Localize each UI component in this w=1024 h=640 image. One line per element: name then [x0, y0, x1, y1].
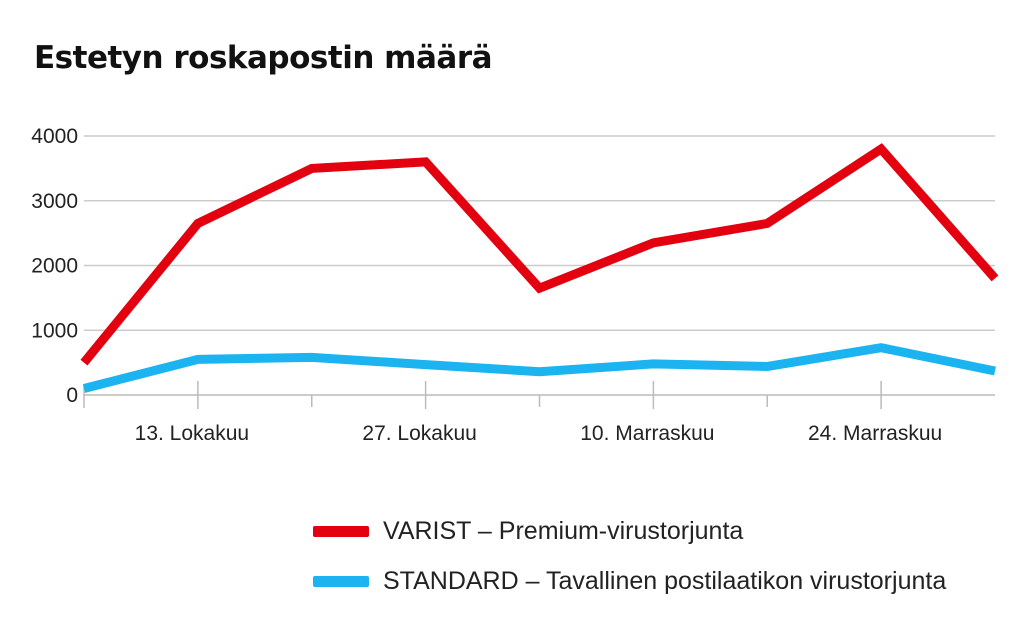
y-tick-labels: 0 1000 2000 3000 4000 [31, 125, 78, 407]
y-tick-label-0: 0 [66, 384, 78, 407]
legend-label-varist: VARIST – Premium-virustorjunta [383, 516, 744, 545]
line-chart: 0 1000 2000 3000 4000 13. Lokakuu 27. Lokakuu… [31, 125, 999, 445]
chart-title: Estetyn roskapostin määrä [34, 40, 493, 76]
x-tick-labels: 13. Lokakuu 27. Lokakuu 10. Marraskuu 24. M… [135, 422, 943, 445]
y-tick-label-3000: 3000 [31, 190, 78, 213]
series-line-0 [80, 143, 999, 366]
x-tick-label: 24. Marraskuu [808, 422, 942, 445]
x-tick-label: 13. Lokakuu [135, 422, 249, 445]
series-line-1 [82, 343, 996, 393]
x-tick-label: 27. Lokakuu [362, 422, 476, 445]
legend-swatch-varist [313, 525, 369, 537]
legend-label-standard: STANDARD – Tavallinen postilaatikon viru… [383, 566, 947, 595]
y-tick-label-1000: 1000 [31, 319, 78, 342]
series-lines [80, 143, 999, 393]
y-tick-label-4000: 4000 [31, 125, 78, 148]
x-tick-label: 10. Marraskuu [580, 422, 714, 445]
y-tick-label-2000: 2000 [31, 255, 78, 278]
legend-item-standard: STANDARD – Tavallinen postilaatikon viru… [313, 556, 946, 606]
legend: VARIST – Premium-virustorjunta STANDARD … [313, 506, 946, 606]
legend-swatch-standard [313, 575, 369, 587]
axes [83, 381, 995, 409]
legend-item-varist: VARIST – Premium-virustorjunta [313, 506, 946, 556]
